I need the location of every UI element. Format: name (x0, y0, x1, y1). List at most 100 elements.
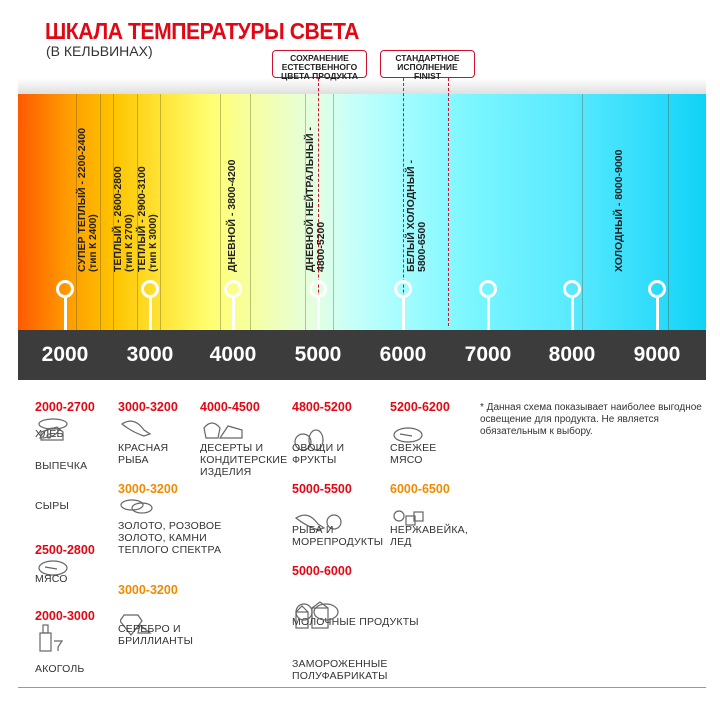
marker-stem (486, 297, 490, 330)
marker-ring (56, 280, 74, 298)
kelvin-scale-bar (18, 330, 706, 380)
product-label: СЫРЫ (35, 500, 69, 512)
ice-icon (392, 508, 442, 543)
zone-range: 5800-6500 (416, 221, 428, 272)
product-label: МЯСО (35, 573, 68, 585)
kelvin-range-heading: 3000-3200 (118, 482, 178, 496)
product-label: КРАСНАЯ РЫБА (118, 442, 169, 466)
product-label: МОЛОЧНЫЕ ПРОДУКТЫ (292, 616, 419, 628)
scale-tick-label: 9000 (633, 343, 681, 366)
product-label: РЫБА И МОРЕПРОДУКТЫ (292, 524, 384, 548)
marker-ring (141, 280, 159, 298)
marker-stem (316, 297, 320, 330)
zone-label-super-warm: СУПЕР ТЕПЛЫЙ - 2200-2400 (тип К 2400) (76, 127, 99, 272)
zone-divider (305, 94, 306, 330)
diamond-icon (119, 609, 170, 644)
cheese-icon (37, 424, 87, 459)
marker-stem (655, 297, 659, 330)
zone-label-daylight: ДНЕВНОЙ - 3800-4200 (226, 159, 238, 273)
scale-tick-label: 7000 (464, 343, 512, 366)
callout-line: СТАНДАРТНОЕ (395, 53, 460, 63)
product-label: НЕРЖАВЕЙКА, ЛЕД (390, 524, 468, 548)
kelvin-range-heading: 4000-4500 (200, 400, 260, 414)
zone-divider (76, 94, 77, 330)
steak-icon (37, 559, 87, 594)
marker-stem (63, 297, 67, 330)
fish-crab-icon (294, 512, 344, 547)
callout-marker-line (403, 78, 404, 338)
zone-label-warm-3000: ТЕПЛЫЙ - 2900-3100 (тип К 3000) (136, 166, 159, 272)
scale-tick-label: 3000 (126, 343, 174, 366)
zone-divider (113, 94, 114, 330)
marker-stem (231, 297, 235, 330)
kelvin-range-heading: 5000-6000 (292, 564, 352, 578)
zone-name: ТЕПЛЫЙ - 2900-3100 (136, 166, 148, 272)
zone-name: ТЕПЛЫЙ - 2600-2800 (112, 166, 124, 272)
kelvin-range-heading: 2000-3000 (35, 609, 95, 623)
zone-name: ДНЕВНОЙ - 3800-4200 (226, 159, 238, 273)
product-label: ЗАМОРОЖЕННЫЕ ПОЛУФАБРИКАТЫ (292, 658, 388, 682)
kelvin-range-heading: 3000-3200 (118, 400, 178, 414)
zone-label-neutral: ДНЕВНОЙ НЕЙТРАЛЬНЫЙ -4800-5200 (304, 127, 327, 272)
product-label: ДЕСЕРТЫ И КОНДИТЕРСКИЕ ИЗДЕЛИЯ (200, 442, 288, 478)
kelvin-range-heading: 5200-6200 (390, 400, 450, 414)
page-subtitle: (В КЕЛЬВИНАХ) (46, 43, 153, 59)
marker-ring (394, 280, 412, 298)
rings-icon (120, 496, 170, 531)
zone-divider (100, 94, 101, 330)
zone-range: 4800-5200 (315, 221, 327, 272)
kelvin-range-heading: 5000-5500 (292, 482, 352, 496)
callout-line: FINIST (414, 71, 441, 81)
bread-icon (37, 416, 87, 451)
footnote: * Данная схема показывает наиболее выгод… (480, 402, 702, 437)
product-label: ВЫПЕЧКА (35, 460, 88, 472)
product-label: СЕРЕБРО И БРИЛЛИАНТЫ (118, 623, 194, 647)
scale-tick-label: 4000 (209, 343, 257, 366)
kelvin-range-heading: 4800-5200 (292, 400, 352, 414)
zone-type: (тип К 2400) (88, 214, 99, 272)
zone-type: (тип К 3000) (148, 214, 159, 272)
marker-stem (401, 297, 405, 330)
product-label: ОВОЩИ И ФРУКТЫ (292, 442, 345, 466)
vegetables-icon (294, 428, 344, 463)
zone-divider (333, 94, 334, 330)
zone-label-cold-white: БЕЛЫЙ ХОЛОДНЫЙ -5800-6500 (405, 160, 428, 272)
product-label: СВЕЖЕЕ МЯСО (390, 442, 437, 466)
page-title: ШКАЛА ТЕМПЕРАТУРЫ СВЕТА (45, 18, 359, 44)
zone-divider (160, 94, 161, 330)
callout-marker-line (318, 78, 319, 338)
zone-name: СУПЕР ТЕПЛЫЙ - 2200-2400 (76, 127, 88, 272)
kelvin-range-heading: 2500-2800 (35, 543, 95, 557)
callout-natural-color: СОХРАНЕНИЕ ЕСТЕСТВЕННОГО ЦВЕТА ПРОДУКТА (272, 50, 367, 81)
callout-line: ЕСТЕСТВЕННОГО (281, 62, 358, 72)
scale-tick-label: 8000 (548, 343, 596, 366)
zone-divider (250, 94, 251, 330)
steak-icon (392, 426, 442, 461)
milk-icon (294, 600, 344, 635)
zone-label-warm-2700: ТЕПЛЫЙ - 2600-2800 (тип К 2700) (112, 166, 135, 272)
kelvin-range-heading: 3000-3200 (118, 583, 178, 597)
zone-divider (582, 94, 583, 330)
kelvin-range-heading: 2000-2700 (35, 400, 95, 414)
divider (18, 687, 706, 688)
zone-divider (668, 94, 669, 330)
frozen-food-icon (294, 600, 344, 635)
kelvin-range-heading: 6000-6500 (390, 482, 450, 496)
callout-marker-line (448, 78, 449, 326)
callout-line: ЦВЕТА ПРОДУКТА (281, 71, 358, 81)
top-shade (18, 78, 706, 95)
zone-divider (137, 94, 138, 330)
color-temperature-gradient (18, 94, 706, 330)
zone-type: (тип К 2700) (124, 214, 135, 272)
zone-divider (220, 94, 221, 330)
marker-ring (479, 280, 497, 298)
product-label: АКОГОЛЬ (35, 663, 85, 675)
product-label: ЗОЛОТО, РОЗОВОЕ ЗОЛОТО, КАМНИ ТЕПЛОГО СП… (118, 520, 222, 556)
callout-line: СОХРАНЕНИЕ (290, 53, 349, 63)
zone-label-cold: ХОЛОДНЫЙ - 8000-9000 (613, 150, 625, 272)
marker-stem (570, 297, 574, 330)
marker-ring (224, 280, 242, 298)
marker-ring (563, 280, 581, 298)
cake-icon (202, 418, 252, 453)
scale-tick-label: 2000 (41, 343, 89, 366)
